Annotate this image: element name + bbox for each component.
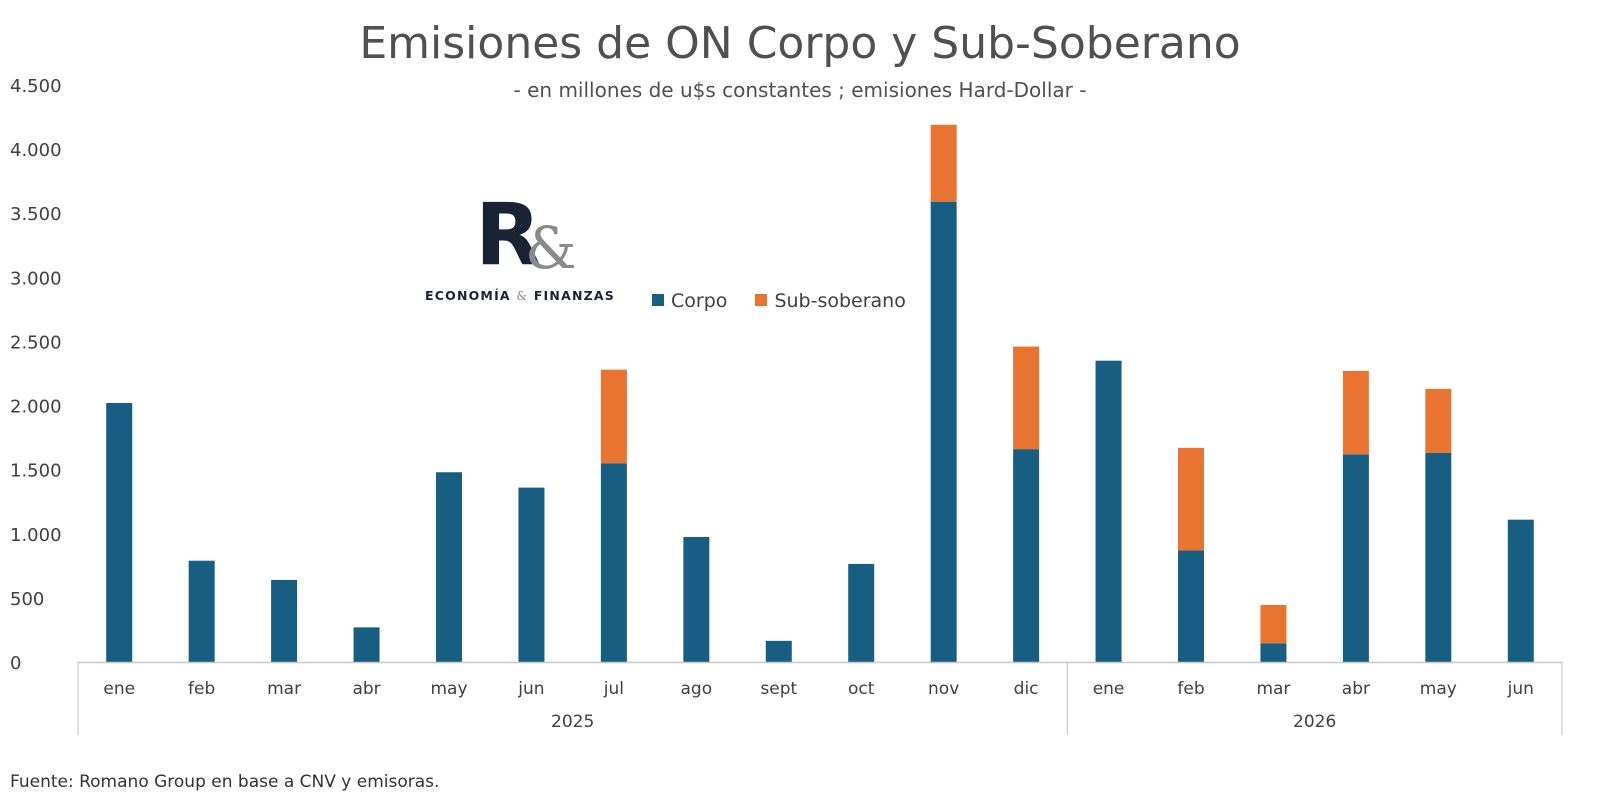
bar-corpo	[436, 472, 462, 662]
legend-item-sub-soberano: Sub-soberano	[755, 290, 906, 312]
logo-word-right: FINANZAS	[533, 288, 615, 303]
x-tick-label: ene	[1093, 679, 1125, 699]
bar-corpo	[271, 579, 298, 662]
bar-sub-soberano	[930, 124, 957, 202]
y-tick-label: 4.000	[10, 140, 62, 161]
bar-corpo	[1507, 519, 1534, 662]
legend-item-corpo: Corpo	[652, 290, 727, 312]
bar-corpo	[1013, 449, 1040, 662]
y-tick-label: 3.500	[10, 204, 62, 225]
chart-legend: Corpo Sub-soberano	[652, 290, 928, 312]
bar-sub-soberano	[1425, 388, 1452, 453]
chart-subtitle: - en millones de u$s constantes ; emisio…	[513, 78, 1087, 102]
bar-corpo	[353, 627, 380, 662]
y-tick-label: 1.500	[10, 461, 62, 482]
logo-wordmark: ECONOMÍA & FINANZAS	[425, 288, 615, 303]
x-tick-label: dic	[1014, 679, 1039, 699]
y-tick-label: 3.000	[10, 268, 62, 289]
logo-word-left: ECONOMÍA	[425, 288, 511, 303]
x-group-label: 2025	[551, 712, 594, 732]
logo-ampersand: &	[525, 214, 577, 282]
y-tick-label: 2.500	[10, 332, 62, 353]
x-tick-label: ene	[103, 679, 135, 699]
bar-corpo	[765, 640, 792, 662]
bar-corpo	[600, 463, 627, 662]
x-tick-label: jun	[1507, 679, 1534, 699]
bar-corpo	[930, 201, 957, 662]
bar-corpo	[1342, 454, 1369, 662]
brand-logo: R & ECONOMÍA & FINANZAS	[425, 190, 614, 308]
bar-corpo	[518, 487, 545, 662]
bar-corpo	[1178, 550, 1204, 662]
source-note: Fuente: Romano Group en base a CNV y emi…	[10, 772, 440, 792]
bar-corpo	[1260, 643, 1287, 662]
bar-corpo	[1425, 452, 1452, 662]
y-tick-label: 4.500	[10, 76, 62, 97]
bar-sub-soberano	[1342, 370, 1369, 455]
legend-label-corpo: Corpo	[671, 290, 728, 312]
logo-word-amp: &	[516, 289, 529, 303]
x-tick-label: abr	[1342, 679, 1370, 699]
bar-sub-soberano	[1178, 447, 1204, 551]
x-tick-label: feb	[188, 679, 215, 699]
bar-corpo	[188, 560, 215, 662]
bar-sub-soberano	[1013, 346, 1040, 450]
x-tick-label: ago	[681, 679, 713, 699]
y-tick-label: 500	[10, 589, 44, 610]
bar-sub-soberano	[1260, 604, 1287, 644]
bar-sub-soberano	[600, 369, 627, 464]
x-tick-label: may	[430, 679, 467, 699]
x-group-label: 2026	[1293, 712, 1336, 732]
x-tick-label: may	[1420, 679, 1457, 699]
x-tick-label: oct	[848, 679, 875, 699]
x-tick-label: mar	[267, 679, 301, 699]
x-tick-label: sept	[760, 679, 797, 699]
legend-label-sub-soberano: Sub-soberano	[774, 290, 906, 312]
y-tick-label: 2.000	[10, 397, 62, 418]
legend-swatch-sub-soberano	[755, 294, 768, 306]
chart-title: Emisiones de ON Corpo y Sub-Soberano	[359, 18, 1241, 69]
x-tick-label: feb	[1177, 679, 1204, 699]
x-tick-label: nov	[928, 679, 959, 699]
x-tick-label: jul	[603, 679, 624, 699]
bar-corpo	[106, 402, 133, 662]
legend-swatch-corpo	[652, 294, 664, 306]
x-tick-label: jun	[517, 679, 544, 699]
x-tick-label: abr	[352, 679, 380, 699]
bar-corpo	[1095, 360, 1122, 662]
y-tick-label: 0	[10, 653, 21, 674]
bar-corpo	[848, 563, 875, 662]
bar-corpo	[683, 536, 710, 662]
logo-letter: R	[475, 185, 541, 285]
y-tick-label: 1.000	[10, 525, 62, 546]
x-tick-label: mar	[1256, 679, 1290, 699]
